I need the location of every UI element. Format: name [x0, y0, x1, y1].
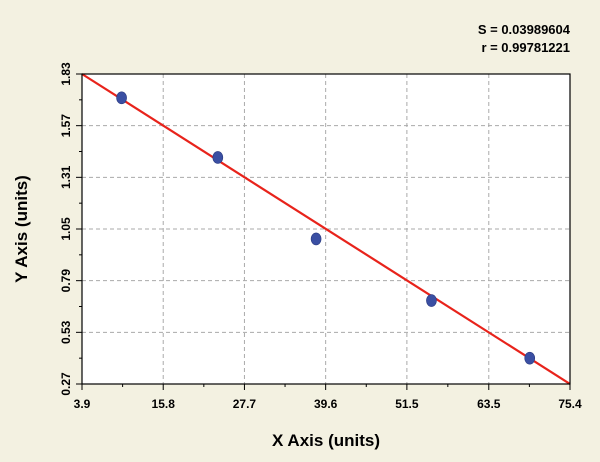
x-tick-label: 51.5	[395, 397, 419, 411]
x-tick-label: 3.9	[74, 397, 91, 411]
y-tick-label: 1.31	[59, 165, 73, 189]
y-tick-label: 1.05	[59, 217, 73, 241]
x-axis-label: X Axis (units)	[272, 431, 380, 450]
data-points	[116, 91, 536, 365]
fit-line	[81, 73, 571, 385]
axis-ticks	[76, 73, 571, 390]
data-point	[212, 151, 224, 164]
data-point	[524, 351, 536, 365]
x-tick-label: 39.6	[314, 397, 338, 411]
s-statistic: S = 0.03989604	[478, 22, 571, 37]
y-tick-label: 0.79	[59, 269, 73, 293]
y-tick-label: 1.83	[59, 62, 73, 86]
y-tick-label: 0.53	[59, 320, 73, 344]
y-tick-label: 1.57	[59, 114, 73, 138]
y-axis-label: Y Axis (units)	[12, 175, 31, 283]
x-tick-label: 75.4	[558, 397, 582, 411]
fit-line-group	[81, 73, 571, 385]
r-statistic: r = 0.99781221	[481, 40, 570, 55]
x-tick-labels: 3.9 15.8 27.7 39.6 51.5 63.5 75.4	[74, 397, 582, 411]
data-point	[116, 91, 127, 105]
y-tick-labels: 0.27 0.53 0.79 1.05 1.31 1.57 1.83	[59, 62, 73, 396]
y-tick-label: 0.27	[59, 372, 73, 396]
data-point	[426, 294, 437, 307]
x-tick-label: 15.8	[152, 397, 176, 411]
data-point	[310, 232, 322, 246]
x-tick-label: 27.7	[233, 397, 257, 411]
x-tick-label: 63.5	[477, 397, 501, 411]
